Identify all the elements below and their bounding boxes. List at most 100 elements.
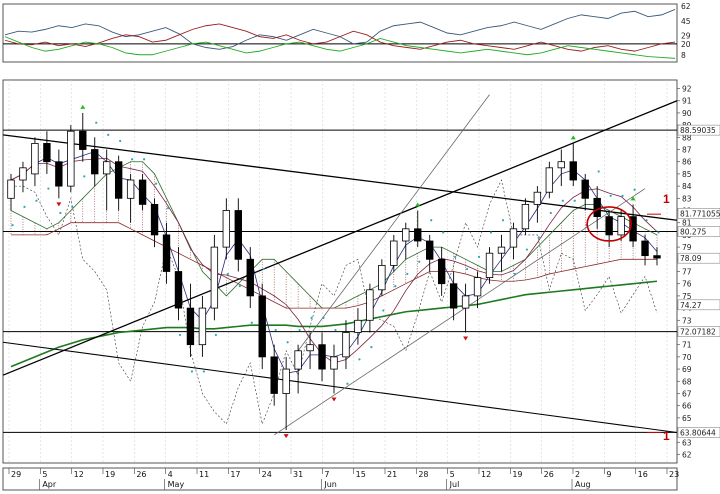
candle-body — [390, 240, 398, 266]
lagging-span-line — [11, 179, 658, 426]
candle-body — [485, 252, 494, 278]
candle-body — [114, 161, 123, 199]
price-y-tick-label: 73 — [682, 316, 692, 325]
date-tick-label: 24 — [262, 470, 272, 479]
psar-dot — [250, 321, 253, 324]
candle-body — [246, 258, 254, 297]
annotation-label-lower: 1 — [663, 429, 670, 443]
candle-body — [641, 240, 649, 257]
oscillator-series-line — [4, 36, 676, 59]
candle-body — [222, 210, 231, 248]
channel-lower-line — [273, 188, 646, 436]
oscillator-y-tick-label: 45 — [681, 17, 691, 26]
candle-body — [533, 191, 542, 205]
date-tick-label: 19 — [105, 470, 115, 479]
price-y-tick-label: 67 — [682, 389, 692, 398]
psar-dot — [454, 255, 457, 258]
candle-body — [330, 356, 338, 370]
price-y-tick-label: 69 — [682, 365, 692, 374]
date-tick-label: 9 — [606, 470, 611, 479]
date-tick-label: 17 — [230, 470, 240, 479]
psar-dot — [322, 316, 325, 319]
psar-dot — [226, 272, 229, 276]
date-tick-label: 26 — [136, 470, 146, 479]
highlight-circle — [586, 206, 632, 242]
value-label-box — [677, 299, 720, 311]
psar-dot — [525, 248, 529, 251]
date-tick-label: 5 — [450, 470, 455, 479]
candle-body — [79, 130, 87, 150]
psar-dot — [465, 267, 469, 271]
price-y-tick-label: 90 — [682, 109, 692, 118]
candle-body — [55, 161, 63, 187]
lower-trendline — [2, 341, 678, 434]
candle-body — [270, 356, 278, 394]
candle-body — [150, 204, 159, 236]
value-label: 78.09 — [680, 254, 702, 263]
candle-body — [581, 179, 589, 199]
value-label-box — [677, 427, 720, 438]
price-y-tick-label: 66 — [682, 402, 692, 411]
date-tick-label: 29 — [11, 470, 21, 479]
value-label: 81.771055 — [680, 209, 720, 218]
candle-body — [103, 161, 111, 175]
value-label: 80.275 — [680, 227, 706, 236]
month-label: May — [168, 480, 185, 489]
psar-dot — [370, 346, 373, 349]
candle-body — [461, 295, 470, 309]
oscillator-y-tick-label: 62 — [681, 2, 691, 11]
oscillator-panel-frame — [2, 3, 678, 63]
candle-body — [497, 246, 506, 254]
candle-body — [19, 167, 27, 181]
price-y-tick-label: 81 — [682, 219, 692, 228]
date-tick-label: 7 — [324, 470, 329, 479]
date-tick-label: 12 — [481, 470, 491, 479]
candle-body — [91, 149, 99, 175]
psar-dot — [154, 182, 158, 185]
psar-dot — [645, 219, 648, 222]
psar-dot — [190, 370, 194, 373]
value-label-box — [677, 124, 720, 136]
candle-body — [138, 179, 147, 205]
candle-body — [473, 277, 482, 297]
date-tick-label: 31 — [293, 470, 303, 479]
price-y-tick-label: 76 — [682, 280, 692, 289]
date-tick-label: 12 — [74, 470, 84, 479]
psar-dot — [406, 272, 409, 276]
candle-body — [282, 368, 290, 394]
price-y-tick-label: 88 — [682, 133, 692, 142]
value-label: 72.07182 — [680, 328, 716, 337]
month-label: Jul — [449, 480, 460, 489]
price-y-tick-label: 91 — [682, 97, 692, 106]
date-tick-label: 2 — [575, 470, 580, 479]
psar-dot — [214, 333, 217, 337]
psar-dot — [597, 170, 600, 173]
psar-dot — [657, 231, 660, 234]
psar-dot — [382, 309, 385, 312]
candle-body — [593, 197, 601, 218]
fractal-up-marker — [415, 202, 421, 207]
date-tick-label: 21 — [387, 470, 397, 479]
candle-body — [342, 332, 350, 358]
psar-dot — [561, 199, 564, 202]
date-tick-label: 15 — [356, 470, 366, 479]
value-label-box — [677, 252, 720, 264]
psar-dot — [59, 211, 62, 215]
candle-body — [569, 161, 577, 181]
candle-body — [234, 210, 242, 260]
price-y-tick-label: 68 — [682, 377, 692, 386]
date-tick-label: 23 — [669, 470, 679, 479]
psar-dot — [238, 285, 241, 288]
candle-body — [437, 258, 446, 285]
date-tick-label: 4 — [168, 470, 173, 479]
month-label: Jun — [323, 480, 337, 489]
psar-dot — [95, 121, 98, 124]
psar-dot — [477, 255, 481, 258]
price-y-tick-label: 65 — [682, 414, 692, 423]
candle-body — [126, 179, 135, 199]
oscillator-y-tick-label: 8 — [681, 51, 686, 60]
price-y-tick-label: 86 — [682, 158, 692, 167]
price-y-tick-label: 83 — [682, 194, 692, 203]
month-label: Apr — [42, 480, 57, 489]
